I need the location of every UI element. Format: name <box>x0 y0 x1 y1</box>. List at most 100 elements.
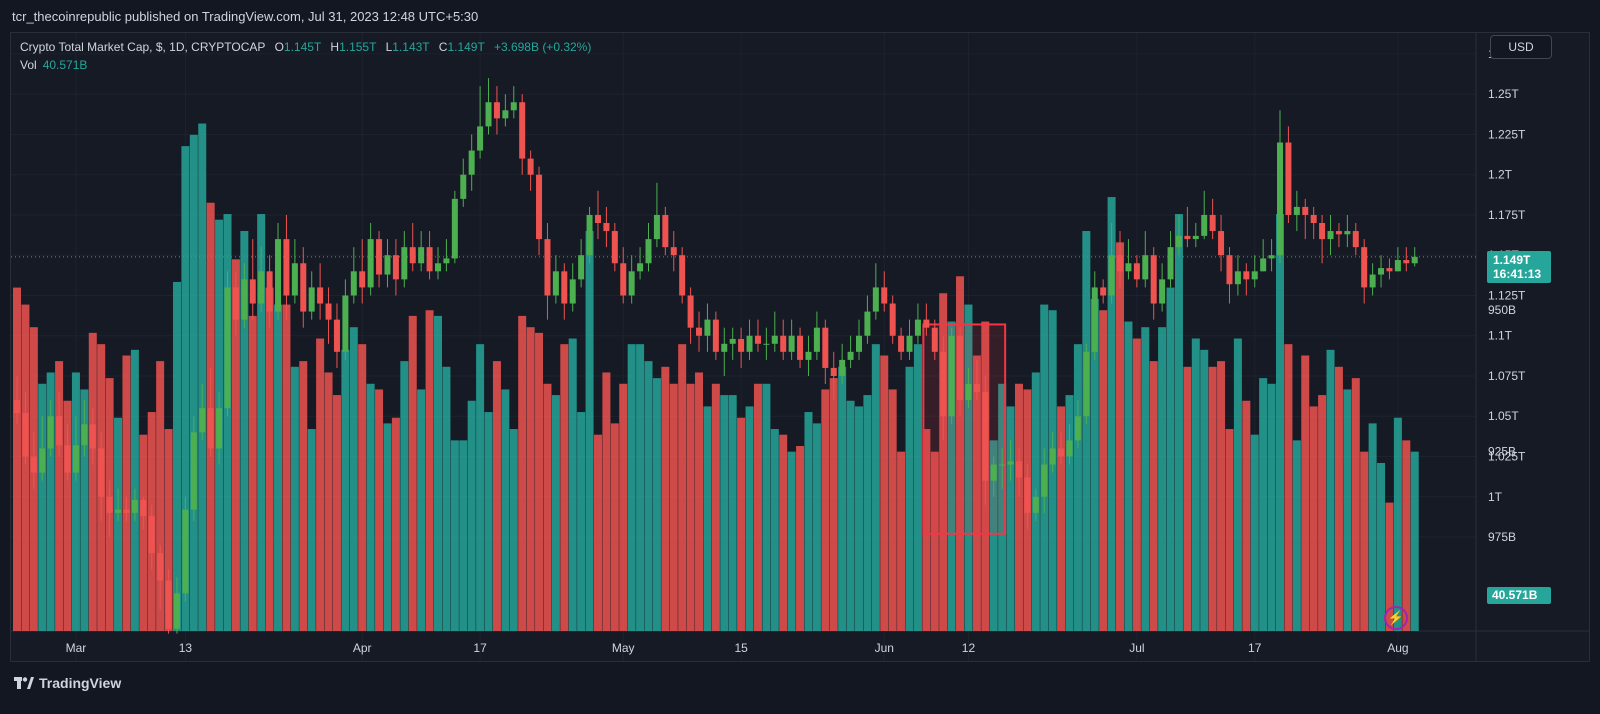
candle-body <box>561 271 568 304</box>
volume-bar <box>1318 395 1327 631</box>
candlestick-chart[interactable]: 1.275T1.25T1.225T1.2T1.175T1.15T1.125T1.… <box>11 33 1589 661</box>
volume-bar <box>686 383 695 631</box>
candle-body <box>1403 260 1410 264</box>
volume-bar <box>391 417 400 631</box>
candle-body <box>889 303 896 336</box>
candle-body <box>460 174 467 199</box>
candle-body <box>662 214 669 248</box>
chart-frame[interactable]: 1.275T1.25T1.225T1.2T1.175T1.15T1.125T1.… <box>10 32 1590 662</box>
candle-body <box>670 247 677 256</box>
volume-bar <box>509 429 518 631</box>
x-tick-label: Aug <box>1387 641 1408 655</box>
volume-bar <box>1225 429 1234 631</box>
volume-bar <box>240 231 249 632</box>
volume-bar <box>1233 338 1242 631</box>
candle-body <box>552 271 559 296</box>
candle-body <box>367 239 374 288</box>
candle-body <box>519 102 526 159</box>
volume-bar <box>1174 214 1183 631</box>
candle-body <box>704 319 711 336</box>
volume-bar <box>821 389 830 631</box>
volume-bar <box>450 440 459 631</box>
candle-body <box>207 408 214 449</box>
volume-bar <box>1065 395 1074 631</box>
candle-body <box>1083 351 1090 417</box>
candle-body <box>1175 235 1182 248</box>
candle-body <box>805 351 812 360</box>
volume-bar <box>787 451 796 631</box>
candle-body <box>1260 258 1267 272</box>
volume-bar <box>1385 502 1394 631</box>
candle-body <box>1150 255 1157 304</box>
candle-body <box>39 448 46 473</box>
ohlc-legend: Crypto Total Market Cap, $, 1D, CRYPTOCA… <box>20 40 591 54</box>
candle-body <box>165 580 172 629</box>
candle-body <box>1344 231 1351 235</box>
volume-bar <box>989 440 998 631</box>
volume-bar <box>1410 451 1419 631</box>
candle-body <box>594 214 601 224</box>
volume-bar <box>408 315 417 631</box>
volume-bar <box>1284 344 1293 631</box>
candle-body <box>696 327 703 336</box>
y-tick-label: 975B <box>1488 530 1516 544</box>
volume-bar <box>21 304 30 631</box>
volume-bar <box>1149 361 1158 631</box>
volume-bar <box>1292 440 1301 631</box>
candle-body <box>1352 231 1359 248</box>
candle-body <box>628 271 635 296</box>
candle-body <box>544 239 551 296</box>
candle-body <box>527 158 534 175</box>
volume-bar <box>1267 383 1276 631</box>
y-tick-label: 1.175T <box>1488 208 1526 222</box>
candle-body <box>115 509 122 513</box>
candle-body <box>1218 231 1225 256</box>
high-label: H <box>330 40 340 54</box>
y-tick-label: 1T <box>1488 490 1503 504</box>
candle-body <box>426 247 433 272</box>
volume-bar <box>871 344 880 631</box>
legend-title: Crypto Total Market Cap, $, 1D, CRYPTOCA… <box>20 40 266 54</box>
tradingview-logo[interactable]: TradingView <box>14 675 121 691</box>
candle-body <box>140 499 147 517</box>
candle-body <box>1058 448 1065 457</box>
volume-bar <box>400 361 409 631</box>
open-label: O <box>274 40 284 54</box>
candle-body <box>510 102 517 111</box>
volume-label: Vol <box>20 58 37 72</box>
volume-bar <box>998 383 1007 631</box>
volume-bar <box>80 389 89 631</box>
candle-body <box>1201 214 1208 236</box>
currency-button[interactable]: USD <box>1490 35 1552 59</box>
volume-bar <box>1250 434 1259 631</box>
candle-body <box>653 214 660 240</box>
candle-body <box>1015 461 1022 478</box>
candle-body <box>1117 255 1124 272</box>
volume-bar <box>156 361 165 631</box>
volume-bar <box>535 332 544 631</box>
volume-bar <box>282 304 291 631</box>
volume-bar <box>71 372 80 631</box>
candle-body <box>98 448 105 497</box>
candle-body <box>957 335 964 401</box>
candle-body <box>148 516 155 554</box>
volume-bar <box>1343 389 1352 631</box>
candle-body <box>384 255 391 275</box>
candle-body <box>1133 263 1140 280</box>
volume-bar <box>972 355 981 631</box>
candle-body <box>729 338 736 344</box>
candle-body <box>1394 260 1401 272</box>
volume-bar <box>88 332 97 631</box>
volume-bar <box>728 395 737 631</box>
volume-bar <box>1090 298 1099 631</box>
candle-body <box>1226 255 1233 285</box>
volume-bar <box>324 372 333 631</box>
tradingview-logo-icon <box>14 677 34 689</box>
candle-body <box>409 247 416 264</box>
top-bar: tcr_thecoinrepublic published on Trading… <box>0 0 1600 32</box>
candle-body <box>224 287 231 409</box>
candle-body <box>754 335 761 344</box>
lightning-icon[interactable]: ⚡ <box>1384 606 1408 630</box>
candle-body <box>1277 142 1283 256</box>
volume-bar <box>1166 287 1175 631</box>
